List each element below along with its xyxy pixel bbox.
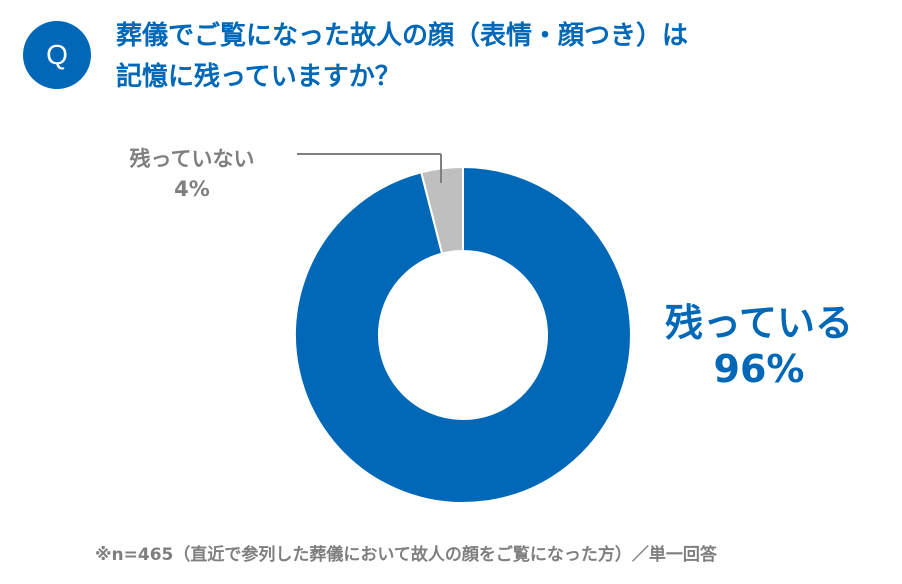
question-title: 葬儀でご覧になった故人の顔（表情・顔つき）は 記憶に残っていますか？ bbox=[116, 16, 886, 98]
donut-slice-not-remembered bbox=[420, 165, 464, 255]
question-badge-text: Q bbox=[46, 39, 68, 70]
donut-slice-remembered bbox=[294, 165, 632, 504]
footnote: ※n=465（直近で参列した葬儀において故人の顔をご覧になった方）／単一回答 bbox=[95, 545, 717, 565]
label-remembered: 残っている 96% bbox=[648, 300, 870, 392]
question-badge: Q bbox=[23, 21, 91, 89]
label-remembered-value: 96% bbox=[713, 347, 805, 391]
label-not-remembered: 残っていない 4% bbox=[108, 144, 276, 204]
label-remembered-name: 残っている bbox=[664, 301, 854, 345]
question-title-line-2: 記憶に残っていますか？ bbox=[116, 62, 401, 92]
label-not-remembered-name: 残っていない bbox=[129, 147, 255, 171]
question-title-line-1: 葬儀でご覧になった故人の顔（表情・顔つき）は bbox=[116, 21, 689, 51]
donut-slices bbox=[294, 165, 632, 504]
label-not-remembered-value: 4% bbox=[174, 177, 210, 201]
